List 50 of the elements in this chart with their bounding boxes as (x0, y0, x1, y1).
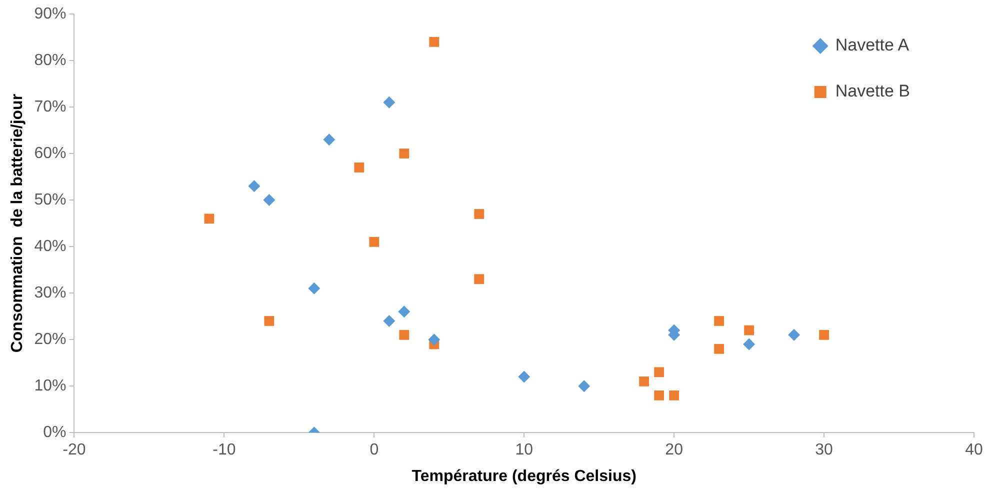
point (714, 344, 724, 354)
x-tick-label: 10 (515, 442, 534, 459)
legend-label: Navette B (835, 82, 910, 101)
point (204, 214, 214, 224)
point (369, 236, 380, 247)
y-tick-label: 60% (34, 144, 66, 162)
point (743, 338, 756, 350)
x-tick-label: -10 (212, 442, 236, 459)
point (264, 316, 274, 326)
point (248, 180, 260, 192)
y-tick-label: 20% (34, 330, 66, 348)
point (354, 162, 364, 172)
y-tick-label: 90% (34, 5, 66, 22)
point (654, 367, 664, 378)
point (383, 96, 396, 108)
y-tick-label: 50% (34, 191, 66, 208)
x-tick-label: 0 (370, 442, 379, 459)
x-tick-label: -20 (62, 442, 86, 459)
point (669, 390, 680, 400)
point (744, 325, 754, 336)
point (399, 330, 410, 340)
y-tick-label: 40% (34, 238, 66, 255)
point (323, 134, 336, 146)
y-tick-label: 80% (34, 52, 66, 69)
point (399, 148, 410, 158)
point (639, 376, 650, 386)
x-tick-label: 30 (815, 442, 834, 459)
point (263, 194, 276, 206)
x-tick-label: 40 (965, 442, 983, 459)
x-tick-label: 20 (665, 442, 684, 459)
y-tick-label: 0% (43, 424, 66, 442)
point (714, 316, 724, 326)
point (788, 328, 800, 341)
point (474, 274, 484, 284)
point (398, 306, 410, 318)
y-tick-label: 10% (34, 377, 66, 394)
point (819, 330, 829, 340)
y-axis-title: Consommation de la batterie/jour (9, 94, 26, 353)
x-axis-title: Température (degrés Celsius) (412, 468, 636, 485)
y-tick-label: 70% (34, 98, 66, 116)
point (428, 334, 440, 346)
point (429, 36, 440, 47)
point (654, 390, 664, 400)
point (518, 370, 530, 383)
legend-label: Navette A (835, 36, 910, 55)
y-tick-label: 30% (34, 284, 66, 302)
point (383, 314, 396, 327)
point (578, 380, 590, 392)
point (474, 209, 484, 219)
point (308, 282, 320, 294)
